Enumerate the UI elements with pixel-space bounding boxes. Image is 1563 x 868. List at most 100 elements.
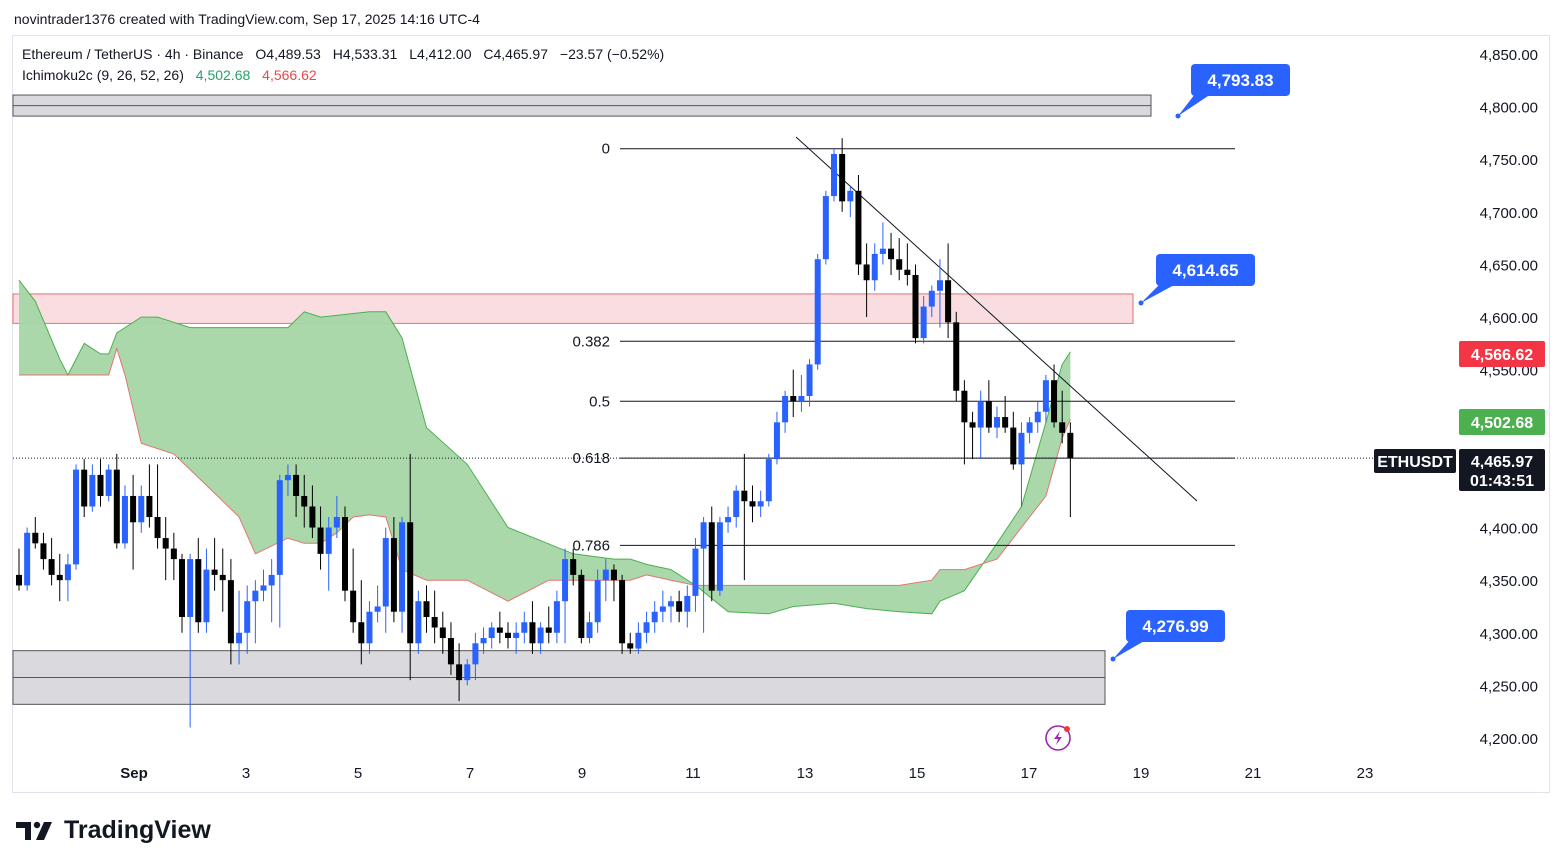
candle-body[interactable] <box>782 396 789 423</box>
candle-body[interactable] <box>773 422 780 460</box>
candle-body[interactable] <box>113 469 120 544</box>
candle-body[interactable] <box>187 559 194 617</box>
candle-body[interactable] <box>1042 380 1049 412</box>
candle-body[interactable] <box>692 548 699 596</box>
candle-body[interactable] <box>668 601 674 607</box>
candle-body[interactable] <box>179 559 185 617</box>
candle-body[interactable] <box>1026 422 1033 433</box>
candle-body[interactable] <box>651 611 658 623</box>
candle-body[interactable] <box>578 574 585 639</box>
candle-body[interactable] <box>1002 417 1009 428</box>
trendline[interactable] <box>795 136 1198 502</box>
candle-body[interactable] <box>81 469 88 507</box>
candle-body[interactable] <box>211 569 218 575</box>
candle-body[interactable] <box>1018 432 1025 465</box>
candle-body[interactable] <box>537 627 544 644</box>
candle-body[interactable] <box>594 580 601 623</box>
candle-body[interactable] <box>936 280 943 291</box>
candle-body[interactable] <box>513 632 520 639</box>
candle-body[interactable] <box>130 495 137 523</box>
candle-body[interactable] <box>342 517 348 591</box>
candle-body[interactable] <box>586 622 593 639</box>
candle-body[interactable] <box>863 264 870 281</box>
candle-body[interactable] <box>276 480 283 575</box>
candle-body[interactable] <box>749 501 756 507</box>
candle-body[interactable] <box>684 595 691 612</box>
candle-body[interactable] <box>24 532 31 586</box>
candle-body[interactable] <box>570 559 577 575</box>
candle-body[interactable] <box>969 422 976 428</box>
candle-body[interactable] <box>635 632 642 649</box>
candle-body[interactable] <box>627 643 634 649</box>
candle-body[interactable] <box>496 627 503 633</box>
price-callout-box[interactable] <box>1126 610 1225 642</box>
candle-body[interactable] <box>333 517 340 528</box>
candle-body[interactable] <box>985 401 992 428</box>
candle-body[interactable] <box>790 396 797 402</box>
candle-body[interactable] <box>317 527 324 554</box>
candle-body[interactable] <box>203 569 210 623</box>
candle-body[interactable] <box>56 574 63 581</box>
candle-body[interactable] <box>162 538 169 549</box>
candle-body[interactable] <box>700 522 707 549</box>
candle-body[interactable] <box>472 643 479 665</box>
candle-body[interactable] <box>138 495 145 523</box>
candle-body[interactable] <box>953 322 960 391</box>
candle-body[interactable] <box>920 306 927 339</box>
candle-body[interactable] <box>659 606 666 612</box>
indicator-legend[interactable]: Ichimoku2c (9, 26, 52, 26) 4,502.68 4,56… <box>22 67 317 83</box>
candle-body[interactable] <box>1034 411 1041 423</box>
candle-body[interactable] <box>643 622 650 633</box>
candle-body[interactable] <box>896 259 903 270</box>
candle-body[interactable] <box>89 474 96 507</box>
candle-body[interactable] <box>32 532 39 544</box>
candle-body[interactable] <box>252 590 259 602</box>
candle-body[interactable] <box>244 601 251 633</box>
candle-body[interactable] <box>268 574 275 586</box>
price-callout-box[interactable] <box>1191 64 1290 96</box>
candle-body[interactable] <box>602 569 609 581</box>
candle-body[interactable] <box>456 664 463 681</box>
candle-body[interactable] <box>447 638 454 665</box>
candle-body[interactable] <box>146 495 153 518</box>
candle-body[interactable] <box>415 601 422 644</box>
candle-body[interactable] <box>423 601 430 617</box>
tradingview-logo[interactable]: TradingView <box>16 816 211 845</box>
candle-body[interactable] <box>366 611 373 644</box>
candle-body[interactable] <box>350 590 357 623</box>
candle-body[interactable] <box>855 190 862 265</box>
candle-body[interactable] <box>64 564 71 581</box>
candle-body[interactable] <box>40 543 47 560</box>
candle-body[interactable] <box>847 190 854 202</box>
candle-body[interactable] <box>505 632 511 639</box>
candle-body[interactable] <box>97 474 104 496</box>
candle-body[interactable] <box>529 622 536 644</box>
candle-body[interactable] <box>912 274 919 339</box>
candle-body[interactable] <box>928 290 935 307</box>
candle-body[interactable] <box>765 459 772 502</box>
candle-body[interactable] <box>382 538 389 607</box>
candle-body[interactable] <box>399 522 406 612</box>
candle-body[interactable] <box>619 580 626 644</box>
candle-body[interactable] <box>309 506 316 528</box>
candle-body[interactable] <box>48 559 55 575</box>
candle-body[interactable] <box>610 569 617 581</box>
candle-body[interactable] <box>994 417 1000 428</box>
candle-body[interactable] <box>814 259 821 365</box>
candle-body[interactable] <box>1067 432 1074 459</box>
candle-body[interactable] <box>977 401 984 428</box>
candle-body[interactable] <box>358 622 365 644</box>
candle-body[interactable] <box>676 601 683 612</box>
candle-body[interactable] <box>961 390 968 423</box>
candle-body[interactable] <box>716 522 723 591</box>
candle-body[interactable] <box>888 248 895 260</box>
candle-body[interactable] <box>822 196 829 260</box>
candle-body[interactable] <box>798 396 805 402</box>
candle-body[interactable] <box>806 364 813 396</box>
candle-body[interactable] <box>879 248 886 254</box>
candle-body[interactable] <box>407 522 414 644</box>
candle-body[interactable] <box>170 548 177 560</box>
candle-body[interactable] <box>219 574 226 581</box>
candle-body[interactable] <box>904 269 911 275</box>
